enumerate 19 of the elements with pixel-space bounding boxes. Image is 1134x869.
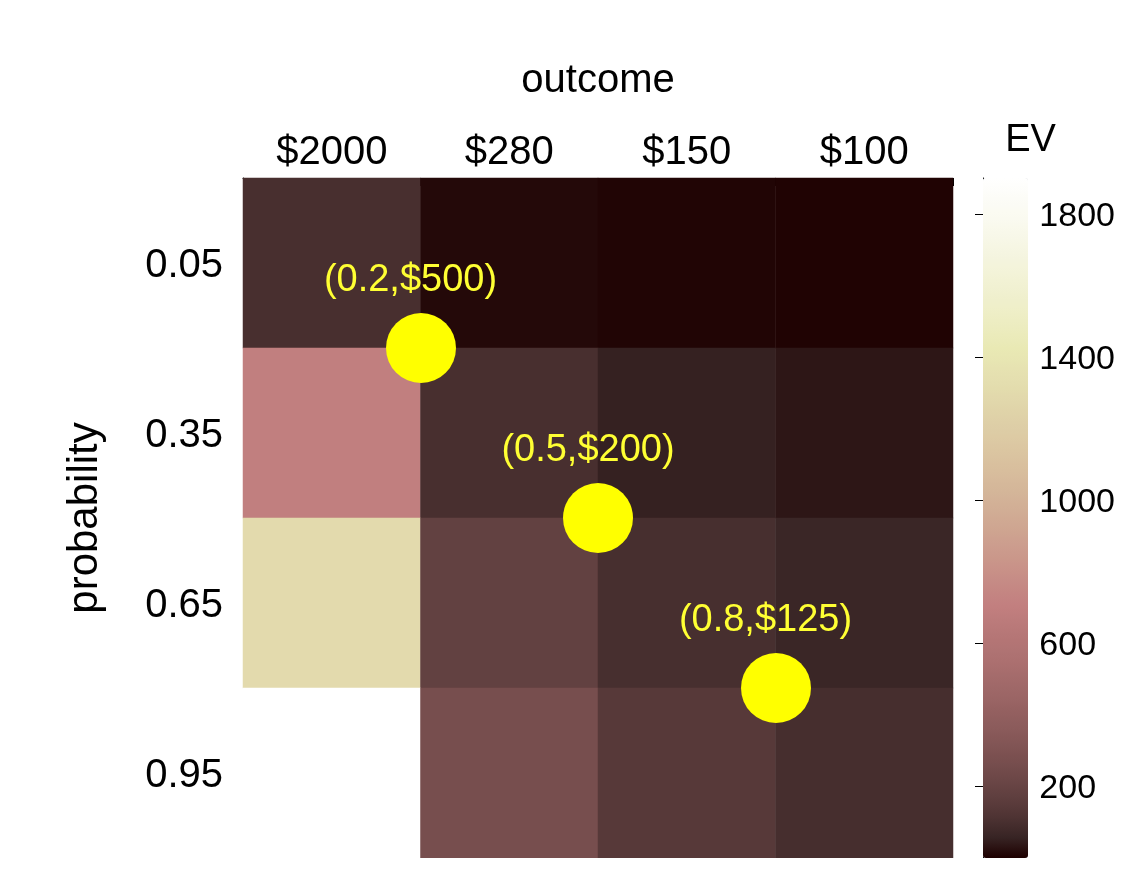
x-axis-title: outcome [521,56,675,100]
color-bar-label: 1800 [1039,194,1115,233]
color-bar-label: 600 [1039,624,1097,663]
y-axis-title: probability [58,422,106,614]
color-bar-label: 200 [1039,767,1097,806]
x-tick-label: $2000 [276,128,388,172]
color-bar-label: 1400 [1039,337,1115,376]
x-tick-label: $100 [819,128,909,172]
x-tick-label: $150 [642,128,732,172]
y-tick-label: 0.35 [145,411,223,455]
color-bar-title: EV [1005,117,1057,159]
color-bar-label: 1000 [1039,481,1115,520]
y-tick-label: 0.95 [145,751,223,795]
y-tick-label: 0.05 [145,241,223,285]
annotation: (0.2,$500) [323,257,498,299]
annotation: (0.8,$125) [678,597,853,639]
x-tick-label: $280 [464,128,554,172]
y-tick-label: 0.65 [145,581,223,625]
annotation: (0.5,$200) [501,427,675,469]
